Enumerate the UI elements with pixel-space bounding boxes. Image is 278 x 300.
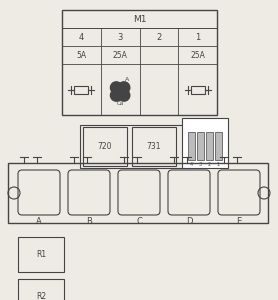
Text: M1: M1 [133, 14, 146, 23]
Text: 5A: 5A [76, 50, 86, 59]
Text: Ca: Ca [116, 101, 124, 106]
Text: 1: 1 [217, 161, 220, 166]
Bar [83, 127, 127, 166]
Text: 3: 3 [199, 161, 202, 166]
Bar [62, 10, 217, 115]
Bar [191, 85, 205, 94]
Text: 720: 720 [98, 142, 112, 151]
Circle shape [118, 89, 130, 101]
Text: R2: R2 [36, 292, 46, 300]
Bar [80, 125, 185, 168]
Text: 2: 2 [156, 32, 162, 41]
Text: A: A [36, 217, 42, 226]
Text: 25A: 25A [113, 50, 128, 59]
Bar [197, 132, 204, 160]
Circle shape [118, 82, 130, 94]
Bar [75, 85, 88, 94]
Text: 731: 731 [147, 142, 161, 151]
Text: 3: 3 [117, 32, 123, 41]
Text: R1: R1 [36, 250, 46, 259]
Bar [215, 132, 222, 160]
Text: E: E [236, 217, 242, 226]
Text: C: C [136, 217, 142, 226]
Bar [182, 118, 228, 168]
Bar [8, 163, 268, 223]
Text: 4: 4 [190, 161, 193, 166]
Text: D: D [186, 217, 192, 226]
Text: 25A: 25A [190, 50, 205, 59]
Text: 4: 4 [79, 32, 84, 41]
Text: 2: 2 [208, 161, 211, 166]
Text: 1: 1 [195, 32, 200, 41]
Circle shape [110, 89, 122, 101]
Bar [206, 132, 213, 160]
Text: B: B [86, 217, 92, 226]
Bar [18, 237, 64, 272]
Text: A: A [125, 77, 129, 82]
Bar [132, 127, 176, 166]
Circle shape [110, 82, 122, 94]
Bar [188, 132, 195, 160]
Bar [18, 279, 64, 300]
